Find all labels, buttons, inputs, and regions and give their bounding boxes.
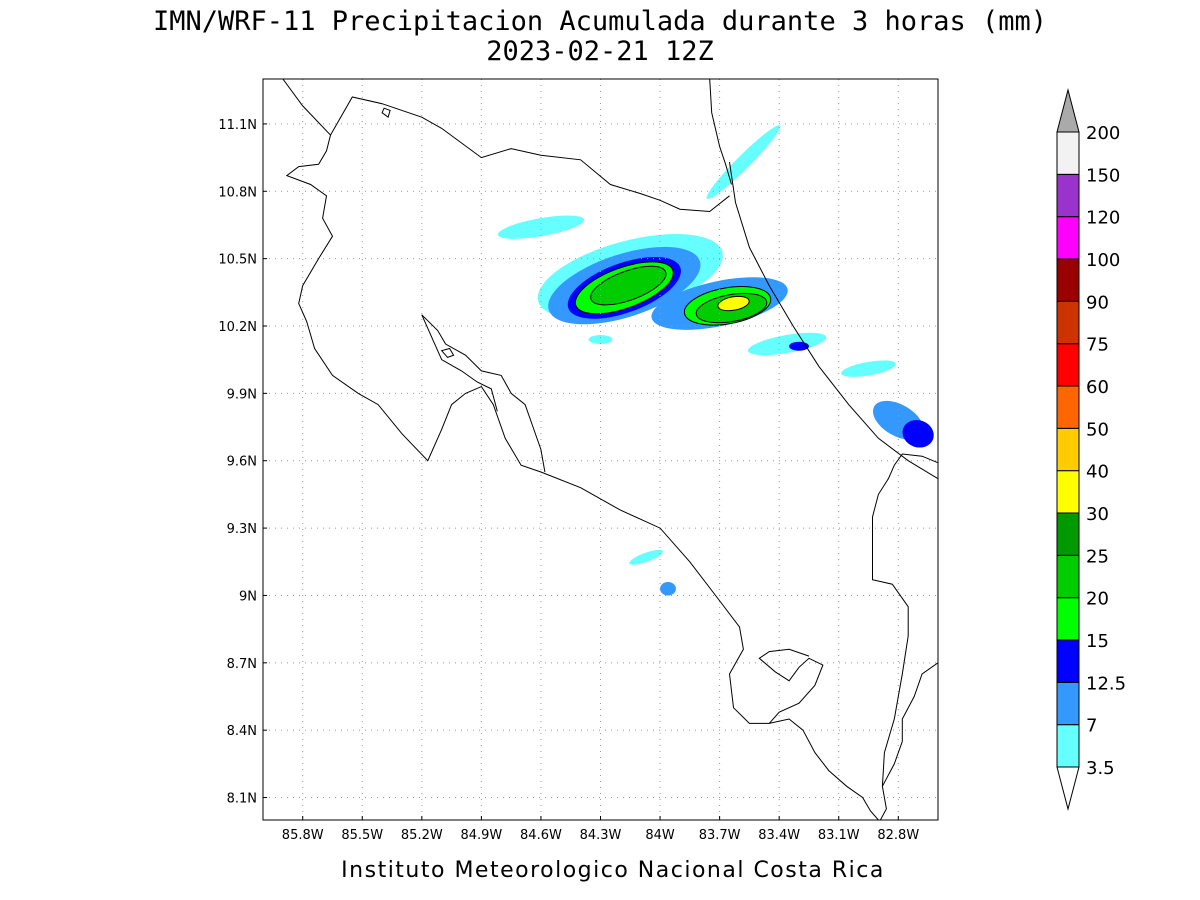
lat-tick-label: 9.9N bbox=[227, 387, 257, 402]
latitude-axis: 11.1N 10.8N 10.5N 10.2N 9.9N 9.6N 9.3N 9N 8.7N 8.… bbox=[218, 118, 267, 807]
precip-cell-9 bbox=[497, 215, 584, 239]
precip-cell-8 bbox=[717, 295, 750, 312]
lon-tick-label: 83.7W bbox=[699, 828, 741, 843]
lon-tick-label: 84W bbox=[645, 828, 675, 843]
colorbar-label: 90 bbox=[1086, 292, 1109, 313]
lat-lon-grid bbox=[263, 79, 938, 820]
colorbar-swatch bbox=[1056, 216, 1080, 260]
colorbar-swatch bbox=[1056, 597, 1080, 641]
colorbar-label: 120 bbox=[1086, 208, 1120, 229]
colorbar-label: 50 bbox=[1086, 419, 1109, 440]
map-subtitle-date: 2023-02-21 12Z bbox=[486, 36, 714, 67]
colorbar-swatch bbox=[1056, 639, 1080, 683]
colorbar-swatch bbox=[1056, 554, 1080, 599]
lat-tick-label: 10.2N bbox=[218, 320, 257, 335]
lat-tick-label: 8.7N bbox=[227, 657, 257, 672]
colorbar-swatch bbox=[1056, 470, 1080, 514]
precip-cell-18 bbox=[588, 334, 613, 344]
colorbar-label: 200 bbox=[1086, 123, 1120, 144]
colorbar-label: 15 bbox=[1086, 631, 1109, 652]
lat-tick-label: 8.1N bbox=[227, 792, 257, 807]
precip-cell-12 bbox=[706, 125, 781, 199]
precipitation-field bbox=[497, 125, 934, 596]
lon-tick-label: 84.9W bbox=[460, 828, 502, 843]
map-title: IMN/WRF-11 Precipitacion Acumulada duran… bbox=[153, 6, 1047, 37]
colorbar-label: 30 bbox=[1086, 504, 1109, 525]
precip-cell-10 bbox=[747, 332, 827, 356]
colorbar-label: 3.5 bbox=[1086, 758, 1115, 779]
precip-cell-14 bbox=[902, 420, 934, 448]
lat-tick-label: 9.6N bbox=[227, 455, 257, 470]
lon-tick-label: 82.8W bbox=[877, 828, 919, 843]
lat-tick-label: 11.1N bbox=[218, 118, 257, 133]
panama-border-line bbox=[872, 453, 938, 787]
colorbar-low-arrow bbox=[1056, 766, 1080, 811]
burica-peninsula bbox=[879, 662, 938, 820]
precip-cell-15 bbox=[841, 360, 896, 377]
colorbar-label: 100 bbox=[1086, 250, 1120, 271]
colorbar-label: 150 bbox=[1086, 165, 1120, 186]
lon-tick-label: 83.1W bbox=[818, 828, 860, 843]
lon-tick-label: 85.8W bbox=[282, 828, 324, 843]
lon-tick-label: 85.2W bbox=[401, 828, 443, 843]
colorbar-label: 7 bbox=[1086, 716, 1097, 737]
precip-cell-16 bbox=[660, 581, 676, 596]
colorbar-label: 12.5 bbox=[1086, 673, 1126, 694]
colorbar-label: 25 bbox=[1086, 546, 1109, 567]
rio-san-juan-border bbox=[709, 79, 732, 185]
coastlines bbox=[282, 79, 938, 820]
nicoya-east-shore bbox=[421, 314, 498, 412]
colorbar-swatch bbox=[1056, 724, 1080, 768]
lat-tick-label: 10.8N bbox=[218, 185, 257, 200]
golfo-dulce-shore bbox=[758, 648, 824, 724]
colorbar-swatch bbox=[1056, 131, 1080, 175]
colorbar-label: 20 bbox=[1086, 589, 1109, 610]
institution-credit: Instituto Meteorologico Nacional Costa R… bbox=[341, 858, 885, 883]
colorbar-swatch bbox=[1056, 681, 1080, 726]
colorbar-swatch bbox=[1056, 343, 1080, 387]
lon-tick-label: 83.4W bbox=[758, 828, 800, 843]
lat-tick-label: 9.3N bbox=[227, 522, 257, 537]
caribbean-coast bbox=[729, 162, 938, 480]
pacific-and-southern-coast bbox=[285, 134, 879, 820]
longitude-axis: 85.8W 85.5W 85.2W 84.9W 84.6W 84.3W 84W 83.7W 83… bbox=[282, 816, 919, 843]
lat-tick-label: 9N bbox=[239, 589, 257, 604]
island-outline bbox=[440, 347, 455, 358]
precip-cell-17 bbox=[629, 549, 664, 565]
colorbar-legend: 3.5 7 12.5 15 20 25 30 40 50 60 75 90 100 120 150 200 bbox=[1056, 88, 1126, 811]
colorbar-swatch bbox=[1056, 512, 1080, 556]
colorbar-swatch bbox=[1056, 427, 1080, 472]
lon-tick-label: 84.3W bbox=[580, 828, 622, 843]
lon-tick-label: 84.6W bbox=[520, 828, 562, 843]
precip-cell-4 bbox=[590, 265, 667, 306]
colorbar-swatch bbox=[1056, 385, 1080, 429]
colorbar-swatch bbox=[1056, 173, 1080, 218]
lat-tick-label: 10.5N bbox=[218, 253, 257, 268]
colorbar-swatch bbox=[1056, 258, 1080, 302]
colorbar-high-arrow bbox=[1056, 88, 1080, 133]
plot-frame bbox=[262, 78, 939, 821]
island-outline bbox=[381, 107, 391, 119]
nicoya-upper-gulf bbox=[421, 314, 546, 473]
colorbar-label: 75 bbox=[1086, 335, 1109, 356]
colorbar-label: 60 bbox=[1086, 377, 1109, 398]
lake-nicaragua-shore bbox=[282, 79, 730, 213]
colorbar-label: 40 bbox=[1086, 462, 1109, 483]
lat-tick-label: 8.4N bbox=[227, 724, 257, 739]
lon-tick-label: 85.5W bbox=[341, 828, 383, 843]
colorbar-swatch bbox=[1056, 300, 1080, 345]
